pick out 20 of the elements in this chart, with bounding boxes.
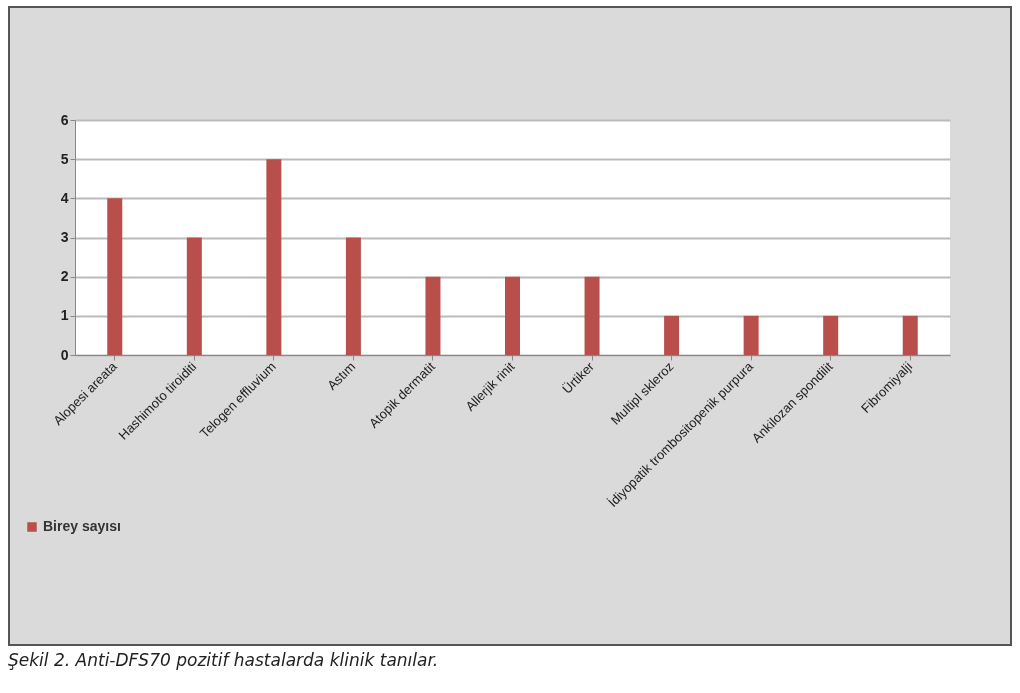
bar [664,315,680,355]
y-tick-label: 5 [60,150,69,167]
bar [186,237,202,355]
y-tick-label: 6 [60,111,69,128]
bar [266,159,282,355]
bar [505,276,520,355]
bar [823,315,839,355]
y-tick-label: 1 [60,307,69,324]
y-tick-label: 2 [60,268,69,285]
bar [107,198,123,355]
bar [902,315,918,355]
legend-label: Birey sayısı [43,518,121,534]
bar [743,315,759,355]
y-tick-label: 3 [60,229,69,245]
bar [425,276,441,355]
y-tick-label: 4 [60,189,69,206]
bar [584,276,600,355]
bar [345,237,361,355]
y-tick-label: 0 [60,346,69,363]
text: Şekil 2. Anti-DFS70 pozitif hastalarda klinik tanılar. [8,650,439,670]
